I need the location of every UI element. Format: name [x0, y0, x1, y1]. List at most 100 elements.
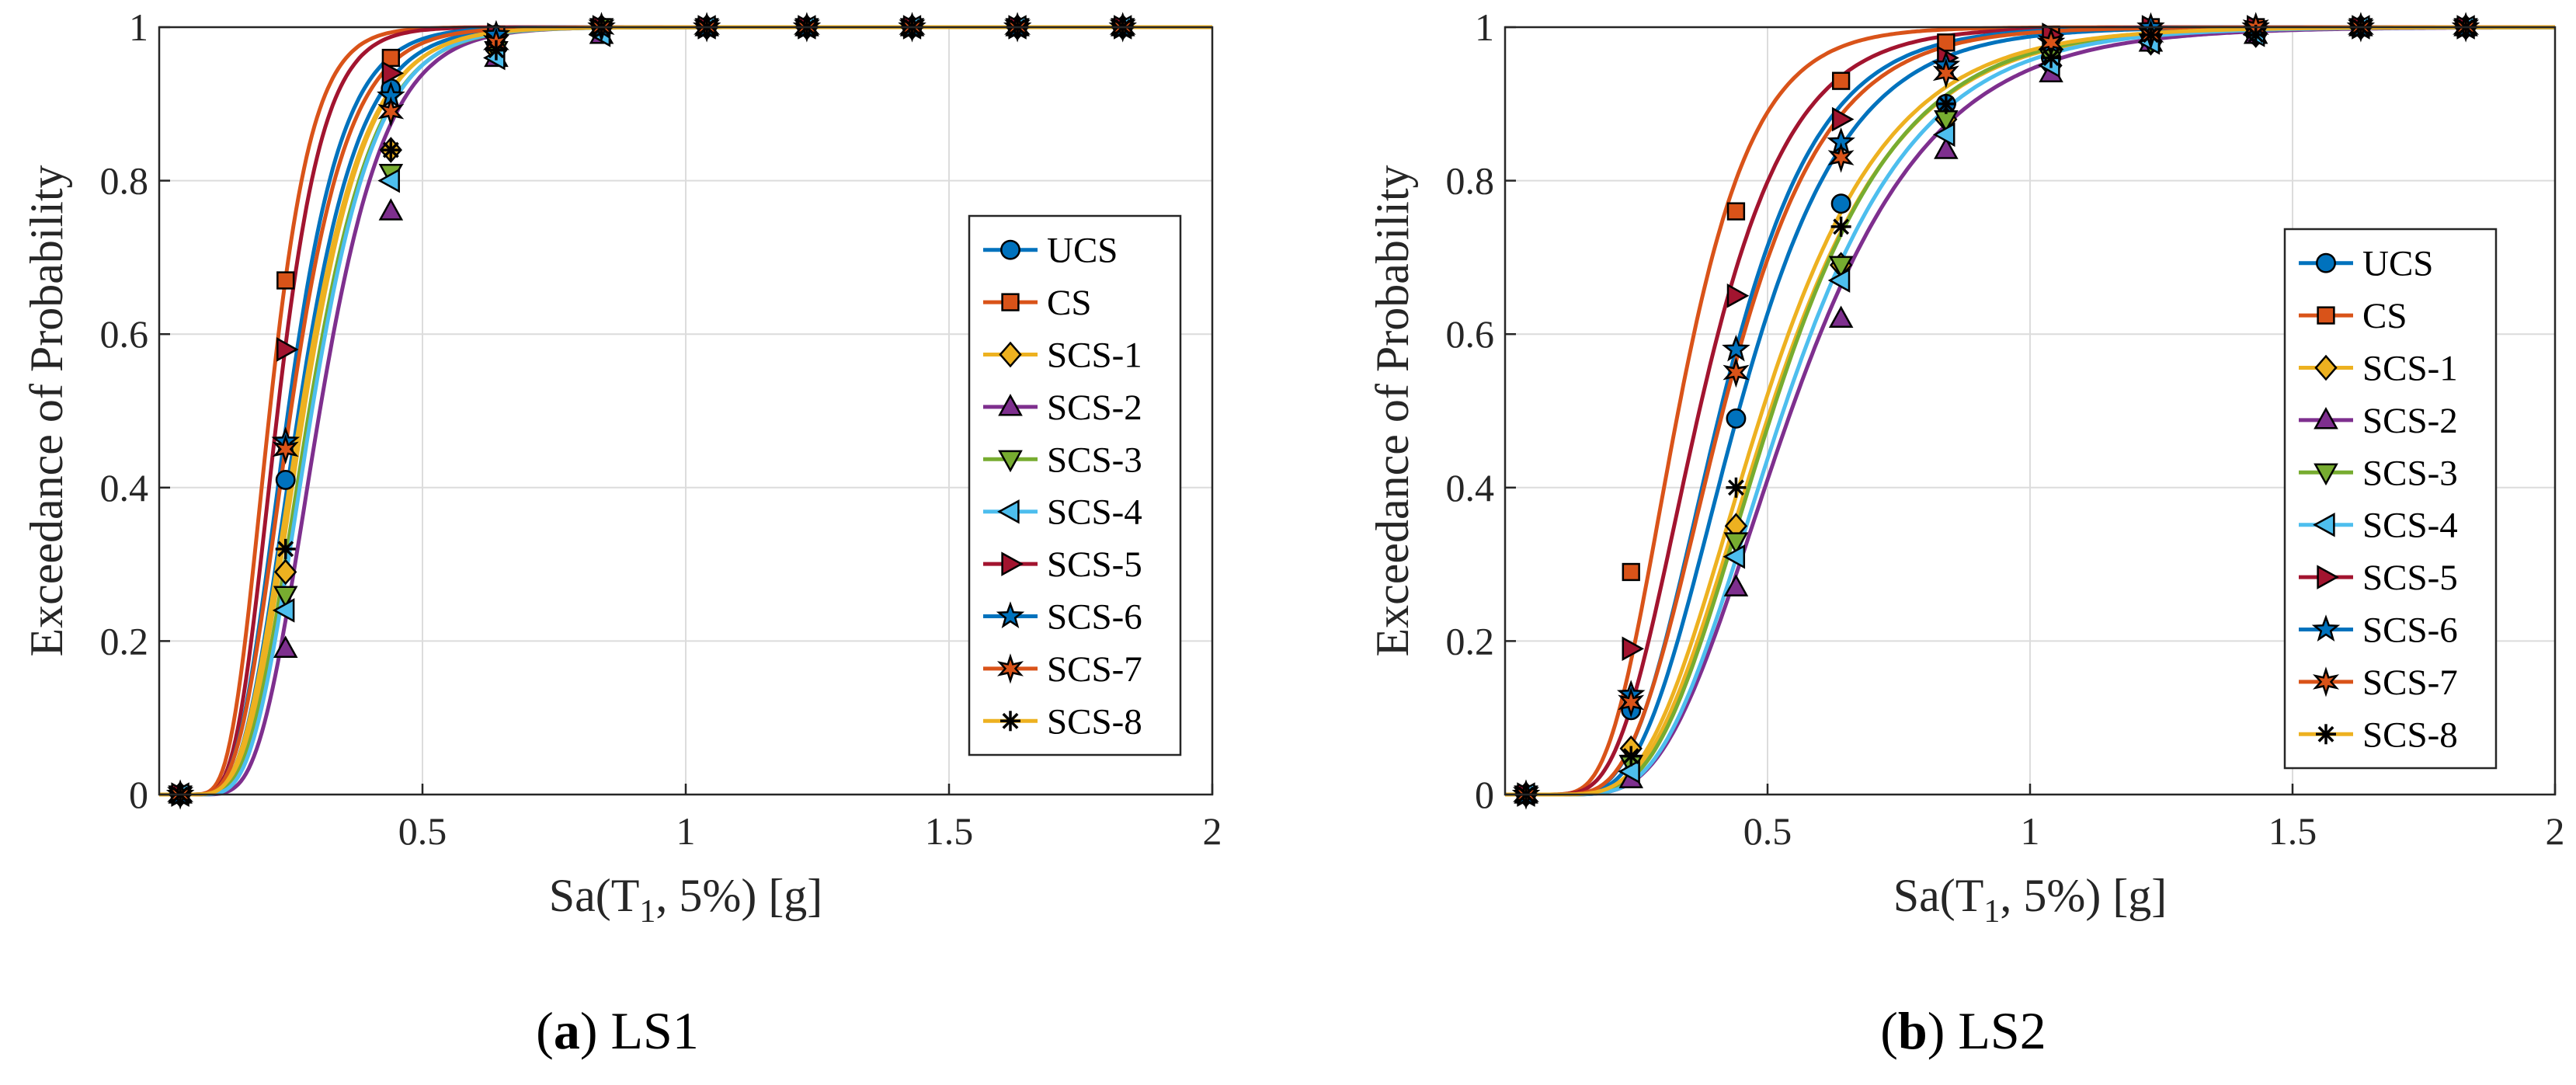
legend-entry-scs-1: SCS-1 [983, 336, 1142, 376]
marker [272, 598, 295, 623]
marker [1833, 218, 1850, 235]
marker [381, 61, 405, 86]
legend-entry-cs: CS [2299, 296, 2407, 336]
y-tick-label: 0 [1475, 773, 1494, 816]
marker [1723, 356, 1750, 388]
markers-scs-8 [1516, 17, 2477, 805]
y-tick-label: 1 [1475, 5, 1494, 49]
marker [1622, 636, 1645, 662]
x-tick-label: 1 [2021, 809, 2040, 853]
marker [1937, 33, 1955, 52]
marker [1722, 334, 1750, 362]
x-tick-label: 0.5 [398, 809, 447, 853]
marker [1001, 293, 1020, 311]
marker [274, 558, 297, 586]
legend-label: SCS-3 [1047, 440, 1142, 480]
marker [1618, 687, 1645, 718]
x-tick-label: 1.5 [2268, 809, 2317, 853]
y-tick-label: 0.6 [100, 312, 149, 356]
y-tick-label: 0.2 [100, 619, 149, 662]
legend-label: SCS-5 [1047, 544, 1142, 585]
legend-label: SCS-8 [2362, 715, 2458, 755]
legend-label: SCS-6 [1047, 597, 1142, 638]
marker [1830, 193, 1851, 214]
legend-entry-scs-8: SCS-8 [2299, 715, 2458, 755]
legend-entry-scs-5: SCS-5 [2299, 558, 2458, 598]
marker [488, 42, 505, 59]
marker [276, 337, 299, 362]
panel-caption: (b) LS2 [1880, 1001, 2046, 1060]
legend-label: SCS-3 [2362, 453, 2458, 493]
marker [2314, 354, 2338, 381]
legend-label: SCS-1 [2362, 349, 2458, 389]
marker [2314, 463, 2338, 486]
marker [2317, 306, 2335, 325]
marker [1726, 408, 1747, 429]
y-tick-label: 0.8 [1446, 159, 1495, 203]
legend-entry-scs-8: SCS-8 [983, 701, 1142, 742]
marker [2317, 725, 2334, 742]
marker [1000, 239, 1020, 260]
legend-entry-scs-6: SCS-6 [2299, 610, 2458, 651]
marker [1726, 283, 1750, 308]
marker [2313, 666, 2340, 697]
legend-entry-scs-5: SCS-5 [983, 544, 1142, 585]
legend-label: SCS-2 [2362, 401, 2458, 441]
marker [2316, 252, 2336, 273]
y-axis-title: Exceedance of Probability [21, 165, 72, 656]
legend-label: SCS-4 [2362, 506, 2458, 546]
marker [1827, 268, 1851, 293]
legend-label: SCS-6 [2362, 610, 2458, 651]
legend-entry-scs-1: SCS-1 [2299, 349, 2458, 389]
marker [1827, 142, 1855, 173]
marker [997, 653, 1024, 684]
marker [2317, 565, 2339, 589]
legend-entry-scs-7: SCS-7 [983, 649, 1142, 690]
marker [277, 541, 294, 558]
x-tick-label: 1.5 [925, 809, 974, 853]
marker [273, 586, 298, 608]
y-tick-label: 0.4 [1446, 466, 1495, 509]
y-tick-label: 0 [129, 773, 148, 816]
legend-label: SCS-7 [1047, 649, 1142, 690]
legend-entry-scs-2: SCS-2 [983, 388, 1142, 428]
chart-panel-a: 0.5 1 1.5 2 0 0.2 0.4 0.6 0.8 1 Exceedance of Prob… [21, 5, 1222, 1060]
x-tick-label: 2 [1203, 809, 1222, 853]
legend-entry-scs-4: SCS-4 [983, 492, 1142, 533]
panel-caption: (a) LS1 [536, 1001, 699, 1060]
marker [998, 394, 1023, 416]
y-tick-label: 0.4 [100, 466, 149, 509]
marker [1618, 759, 1640, 784]
legend-entry-scs-3: SCS-3 [983, 440, 1142, 480]
marker [996, 601, 1025, 629]
legend-entry-scs-3: SCS-3 [2299, 453, 2458, 493]
x-tick-label: 1 [676, 809, 696, 853]
marker [382, 141, 399, 158]
series-markers [1511, 12, 2480, 810]
marker [1728, 479, 1744, 496]
marker [1622, 748, 1639, 765]
marker [2314, 407, 2338, 429]
legend-entry-scs-7: SCS-7 [2299, 662, 2458, 703]
legend-entry-ucs: UCS [983, 231, 1118, 271]
marker [1726, 202, 1746, 221]
marker [1622, 562, 1640, 582]
legend-label: CS [1047, 283, 1092, 323]
legend-entry-cs: CS [983, 283, 1092, 323]
marker [2313, 512, 2335, 537]
legend-label: SCS-5 [2362, 558, 2458, 598]
marker [1938, 96, 1955, 113]
marker [381, 48, 400, 68]
y-tick-label: 1 [129, 5, 148, 49]
marker [2247, 26, 2265, 43]
y-tick-label: 0.2 [1446, 619, 1495, 662]
marker [1932, 122, 1955, 148]
legend-entry-scs-6: SCS-6 [983, 597, 1142, 638]
marker [1002, 712, 1019, 729]
marker [998, 450, 1023, 473]
legend-entry-scs-2: SCS-2 [2299, 401, 2458, 441]
marker [999, 341, 1022, 368]
marker [997, 499, 1020, 524]
marker [1828, 256, 1854, 279]
